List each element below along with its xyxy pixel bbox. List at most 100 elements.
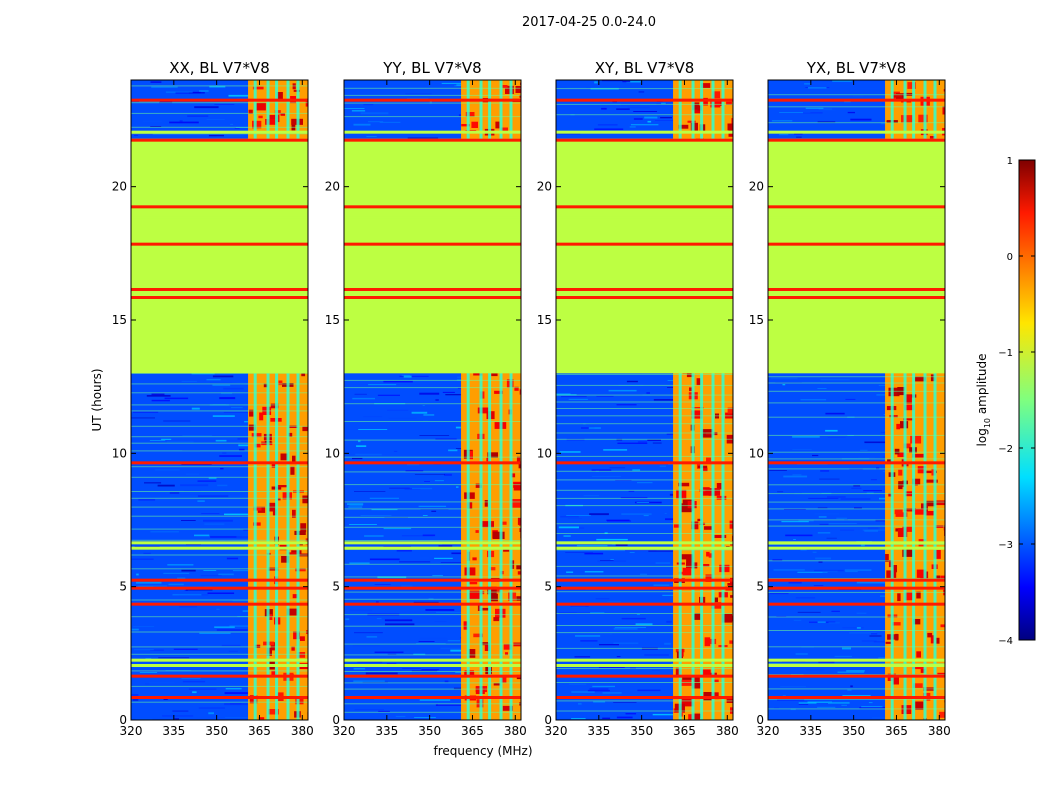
noise-speckle bbox=[203, 520, 233, 522]
y-tick-label: 0 bbox=[332, 713, 340, 727]
band-patch bbox=[491, 373, 497, 376]
x-tick-label: 335 bbox=[375, 724, 398, 738]
noise-speckle bbox=[794, 620, 801, 621]
noise-speckle bbox=[397, 550, 412, 551]
rfi-row bbox=[131, 296, 308, 299]
noise-speckle bbox=[829, 523, 857, 524]
x-tick-label: 380 bbox=[504, 724, 527, 738]
band-patch bbox=[897, 593, 900, 601]
flagged-row bbox=[131, 131, 308, 134]
noise-speckle bbox=[610, 634, 612, 635]
x-axis-label: frequency (MHz) bbox=[433, 744, 532, 758]
time-row bbox=[768, 508, 945, 509]
noise-speckle bbox=[204, 523, 224, 525]
panel-title: YY, BL V7*V8 bbox=[382, 59, 481, 77]
time-row bbox=[344, 403, 521, 404]
noise-speckle bbox=[194, 106, 218, 108]
noise-speckle bbox=[616, 544, 628, 546]
band-patch bbox=[300, 636, 305, 641]
noise-speckle bbox=[588, 690, 610, 692]
noise-speckle bbox=[405, 93, 431, 94]
flagged-row bbox=[131, 664, 308, 667]
noise-speckle bbox=[152, 394, 165, 396]
noise-speckle bbox=[222, 452, 226, 454]
noise-speckle bbox=[575, 656, 591, 657]
noise-speckle bbox=[666, 621, 672, 623]
flagged-row bbox=[131, 547, 308, 550]
rfi-row bbox=[131, 696, 308, 699]
noise-speckle bbox=[864, 530, 878, 531]
noise-speckle bbox=[352, 110, 365, 111]
noise-speckle bbox=[571, 718, 586, 719]
noise-speckle bbox=[559, 527, 579, 529]
noise-speckle bbox=[208, 593, 235, 595]
noise-speckle bbox=[187, 116, 208, 117]
noise-speckle bbox=[201, 575, 222, 576]
flagged-block bbox=[556, 139, 733, 374]
band-patch bbox=[945, 663, 955, 665]
rfi-row bbox=[556, 675, 733, 678]
noise-speckle bbox=[131, 418, 155, 419]
noise-speckle bbox=[414, 602, 439, 603]
noise-speckle bbox=[235, 128, 240, 129]
noise-speckle bbox=[135, 493, 165, 494]
noise-speckle bbox=[610, 559, 614, 560]
noise-speckle bbox=[167, 441, 194, 443]
noise-speckle bbox=[783, 476, 807, 478]
noise-speckle bbox=[219, 455, 242, 457]
noise-speckle bbox=[585, 571, 604, 572]
time-row bbox=[131, 477, 308, 478]
noise-speckle bbox=[831, 611, 840, 612]
noise-speckle bbox=[140, 672, 157, 673]
rfi-row bbox=[131, 461, 308, 464]
noise-speckle bbox=[819, 516, 827, 517]
noise-speckle bbox=[353, 680, 385, 682]
time-row bbox=[131, 507, 308, 508]
noise-speckle bbox=[152, 400, 170, 402]
noise-speckle bbox=[425, 609, 454, 611]
band-patch bbox=[472, 557, 476, 560]
noise-speckle bbox=[133, 699, 139, 700]
noise-speckle bbox=[419, 435, 449, 436]
noise-speckle bbox=[419, 641, 435, 642]
noise-speckle bbox=[629, 491, 635, 492]
band-patch bbox=[300, 523, 306, 532]
time-row bbox=[768, 391, 945, 392]
rfi-row bbox=[556, 99, 733, 102]
time-row bbox=[131, 436, 308, 437]
noise-speckle bbox=[163, 573, 189, 574]
noise-speckle bbox=[569, 117, 600, 118]
x-tick-label: 365 bbox=[461, 724, 484, 738]
noise-speckle bbox=[607, 601, 621, 602]
noise-speckle bbox=[423, 535, 435, 537]
noise-speckle bbox=[862, 640, 877, 641]
noise-speckle bbox=[769, 470, 787, 471]
rfi-row bbox=[131, 243, 308, 246]
band-patch bbox=[886, 642, 892, 644]
time-row bbox=[344, 103, 521, 104]
colorbar-tick-label: 0 bbox=[1007, 252, 1013, 263]
noise-speckle bbox=[796, 654, 808, 655]
time-row bbox=[344, 576, 521, 577]
band-patch bbox=[706, 552, 710, 557]
noise-speckle bbox=[216, 440, 227, 442]
noise-speckle bbox=[378, 395, 400, 396]
band-patch bbox=[935, 500, 945, 505]
y-tick-label: 20 bbox=[537, 180, 552, 194]
rfi-row bbox=[344, 696, 521, 699]
time-row bbox=[768, 526, 945, 527]
noise-speckle bbox=[199, 707, 225, 708]
noise-speckle bbox=[363, 416, 382, 417]
noise-speckle bbox=[774, 708, 779, 709]
noise-speckle bbox=[237, 383, 249, 384]
noise-speckle bbox=[798, 612, 821, 613]
noise-speckle bbox=[387, 410, 408, 411]
time-row bbox=[556, 576, 733, 577]
x-tick-label: 380 bbox=[928, 724, 951, 738]
band-patch bbox=[704, 526, 712, 530]
panel-title: XY, BL V7*V8 bbox=[595, 59, 695, 77]
time-row bbox=[768, 493, 945, 494]
noise-speckle bbox=[396, 716, 406, 717]
noise-speckle bbox=[614, 624, 617, 625]
noise-speckle bbox=[617, 404, 637, 405]
